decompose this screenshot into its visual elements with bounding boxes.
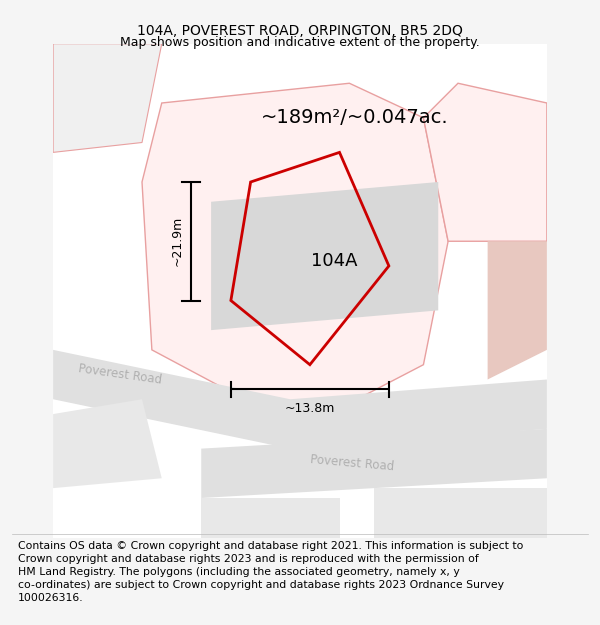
Text: Poverest Road: Poverest Road (78, 362, 163, 387)
Text: ~13.8m: ~13.8m (284, 402, 335, 415)
Polygon shape (53, 350, 547, 449)
Text: Contains OS data © Crown copyright and database right 2021. This information is : Contains OS data © Crown copyright and d… (18, 541, 523, 603)
Text: ~21.9m: ~21.9m (171, 216, 184, 266)
Text: Poverest Road: Poverest Road (310, 453, 395, 474)
Polygon shape (374, 488, 547, 538)
Text: 104A: 104A (311, 252, 358, 270)
Polygon shape (211, 182, 438, 330)
Polygon shape (201, 498, 340, 538)
Text: ~189m²/~0.047ac.: ~189m²/~0.047ac. (260, 108, 448, 127)
Polygon shape (142, 83, 448, 429)
Polygon shape (53, 44, 162, 152)
Text: 104A, POVEREST ROAD, ORPINGTON, BR5 2DQ: 104A, POVEREST ROAD, ORPINGTON, BR5 2DQ (137, 24, 463, 38)
Polygon shape (424, 83, 547, 241)
Polygon shape (488, 241, 547, 379)
Text: Map shows position and indicative extent of the property.: Map shows position and indicative extent… (120, 36, 480, 49)
Polygon shape (201, 429, 547, 498)
Polygon shape (53, 399, 162, 488)
